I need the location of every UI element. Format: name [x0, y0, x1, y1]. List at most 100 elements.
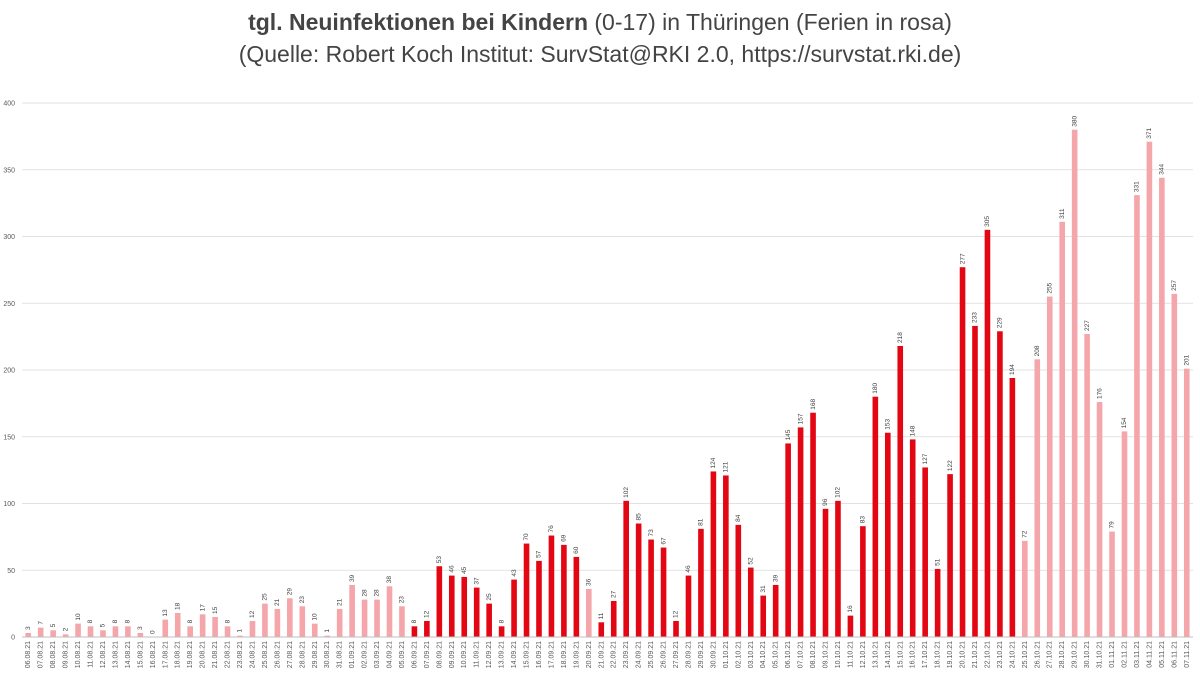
- bar: [199, 614, 206, 637]
- data-label: 27: [610, 590, 617, 598]
- x-tick-label: 28.10.21: [1059, 641, 1066, 668]
- x-tick-label: 03.11.21: [1134, 641, 1141, 668]
- data-label: 229: [997, 317, 1004, 328]
- bar: [735, 524, 742, 637]
- bar: [785, 443, 791, 637]
- bar: [972, 325, 978, 637]
- bar: [610, 600, 617, 637]
- x-tick-label: 01.10.21: [723, 641, 730, 668]
- data-label: 36: [586, 578, 593, 586]
- bar: [835, 500, 841, 637]
- data-label: 227: [1084, 320, 1091, 331]
- bar: [87, 626, 94, 637]
- title-line-2: (Quelle: Robert Koch Institut: SurvStat@…: [238, 41, 962, 67]
- data-label: 31: [760, 585, 767, 593]
- x-tick-label: 20.09.21: [586, 641, 593, 668]
- data-label: 46: [449, 565, 456, 573]
- x-tick-label: 18.10.21: [935, 641, 942, 668]
- data-label: 157: [797, 413, 804, 424]
- data-label: 305: [984, 216, 991, 227]
- x-tick-label: 29.08.21: [312, 641, 319, 668]
- bar: [386, 586, 393, 637]
- x-tick-label: 01.09.21: [349, 641, 356, 668]
- data-label: 38: [386, 576, 393, 584]
- bar: [797, 427, 804, 637]
- x-axis: 06.08.21 07.08.21 08.08.21 09.08.21 10.08.21…: [22, 636, 1193, 668]
- data-label: 2: [62, 627, 69, 631]
- bar: [872, 396, 879, 637]
- x-tick-label: 17.08.21: [162, 641, 169, 668]
- bar: [561, 544, 567, 637]
- bar: [262, 603, 268, 637]
- data-label: 10: [311, 613, 318, 621]
- bar: [586, 588, 592, 637]
- data-label: 67: [660, 537, 667, 545]
- bar: [461, 576, 468, 637]
- data-label: 8: [498, 619, 505, 623]
- data-label: 21: [336, 598, 343, 606]
- data-label: 51: [934, 558, 941, 566]
- bar: [884, 432, 891, 637]
- data-label: 233: [972, 312, 979, 323]
- bar: [249, 620, 256, 637]
- bar: [287, 598, 293, 637]
- bar: [984, 229, 991, 637]
- data-label: 17: [199, 604, 206, 612]
- data-label: 168: [810, 398, 817, 409]
- bar: [573, 556, 580, 637]
- data-label: 8: [112, 619, 119, 623]
- data-label: 8: [87, 619, 94, 623]
- data-label: 371: [1146, 127, 1153, 138]
- x-tick-label: 26.08.21: [274, 641, 281, 668]
- data-label: 3: [137, 626, 144, 630]
- x-tick-label: 14.08.21: [125, 641, 132, 668]
- x-tick-label: 24.08.21: [249, 641, 256, 668]
- data-label: 39: [772, 574, 779, 582]
- x-tick-label: 10.08.21: [75, 641, 82, 668]
- x-tick-label: 03.09.21: [374, 641, 381, 668]
- data-label: 8: [411, 619, 418, 623]
- bar: [37, 627, 44, 637]
- data-label: 277: [959, 253, 966, 264]
- data-label: 15: [212, 606, 219, 614]
- x-tick-label: 17.10.21: [922, 641, 929, 668]
- data-label: 208: [1034, 345, 1041, 356]
- x-tick-label: 13.09.21: [499, 641, 506, 668]
- x-tick-label: 05.09.21: [399, 641, 406, 668]
- x-tick-label: 31.10.21: [1097, 641, 1104, 668]
- y-tick-label: 350: [3, 167, 15, 174]
- data-label: 18: [174, 602, 181, 610]
- data-label: 10: [75, 613, 82, 621]
- bar: [648, 539, 654, 637]
- x-tick-label: 16.08.21: [150, 641, 157, 668]
- x-tick-label: 16.09.21: [536, 641, 543, 668]
- data-label: 25: [262, 593, 269, 601]
- x-tick-label: 29.10.21: [1072, 641, 1079, 668]
- x-tick-label: 02.09.21: [362, 641, 369, 668]
- x-tick-label: 12.10.21: [860, 641, 867, 668]
- bar: [224, 626, 231, 637]
- data-label: 1: [324, 629, 331, 633]
- bar: [274, 608, 281, 637]
- bar: [934, 568, 941, 637]
- data-label: 1: [237, 629, 244, 633]
- data-label: 13: [162, 609, 169, 617]
- bar: [62, 634, 69, 637]
- bar: [822, 508, 829, 637]
- data-label: 72: [1022, 530, 1029, 538]
- x-tick-label: 08.10.21: [810, 641, 817, 668]
- bar: [436, 566, 443, 637]
- bar: [685, 575, 692, 637]
- x-tick-label: 07.09.21: [424, 641, 431, 668]
- data-label: 180: [872, 382, 879, 393]
- bar: [810, 412, 816, 637]
- y-tick-label: 300: [3, 234, 15, 241]
- data-label: 257: [1171, 280, 1178, 291]
- data-label: 29: [287, 588, 294, 596]
- x-tick-label: 22.09.21: [611, 641, 618, 668]
- x-tick-label: 13.08.21: [112, 641, 119, 668]
- x-tick-label: 03.10.21: [748, 641, 755, 668]
- x-tick-label: 01.11.21: [1109, 641, 1116, 668]
- data-label: 8: [224, 619, 231, 623]
